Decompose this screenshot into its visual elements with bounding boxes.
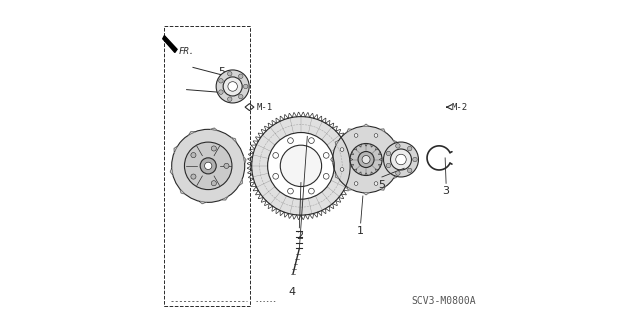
Circle shape — [396, 154, 406, 165]
Polygon shape — [347, 129, 352, 132]
Circle shape — [413, 157, 417, 162]
Polygon shape — [188, 132, 195, 135]
Text: 1: 1 — [357, 226, 364, 236]
Polygon shape — [335, 140, 339, 145]
Circle shape — [388, 148, 392, 152]
Text: 5: 5 — [378, 180, 385, 190]
Polygon shape — [380, 129, 385, 132]
Circle shape — [273, 152, 278, 158]
Circle shape — [374, 134, 378, 137]
Polygon shape — [239, 179, 243, 186]
Circle shape — [239, 74, 243, 78]
Circle shape — [388, 167, 392, 171]
Text: FR.: FR. — [179, 48, 195, 56]
Polygon shape — [347, 187, 352, 190]
Circle shape — [287, 188, 293, 194]
Circle shape — [350, 144, 382, 175]
Circle shape — [191, 174, 196, 179]
Circle shape — [390, 149, 412, 170]
Circle shape — [224, 163, 229, 168]
Circle shape — [355, 134, 358, 137]
Circle shape — [408, 168, 412, 173]
Polygon shape — [221, 197, 228, 200]
Polygon shape — [163, 36, 177, 52]
Polygon shape — [335, 174, 339, 179]
Circle shape — [200, 158, 216, 174]
Circle shape — [191, 152, 196, 158]
Text: 3: 3 — [443, 187, 449, 197]
Circle shape — [396, 171, 400, 175]
Circle shape — [340, 167, 344, 171]
Circle shape — [358, 152, 374, 167]
Text: M-2: M-2 — [452, 103, 468, 112]
Circle shape — [355, 182, 358, 185]
Polygon shape — [170, 168, 173, 175]
Circle shape — [239, 94, 243, 99]
Circle shape — [223, 77, 242, 96]
Circle shape — [374, 182, 378, 185]
Circle shape — [323, 174, 329, 179]
Circle shape — [184, 142, 232, 189]
Polygon shape — [363, 193, 369, 195]
Circle shape — [386, 163, 390, 168]
Polygon shape — [244, 157, 246, 164]
Circle shape — [362, 155, 370, 164]
Text: 2: 2 — [296, 231, 303, 241]
Circle shape — [340, 148, 344, 152]
Circle shape — [287, 138, 293, 144]
Circle shape — [211, 181, 216, 186]
Circle shape — [219, 90, 223, 94]
Polygon shape — [180, 189, 185, 194]
Circle shape — [308, 138, 314, 144]
Circle shape — [228, 97, 232, 101]
Circle shape — [383, 142, 419, 177]
Polygon shape — [174, 146, 177, 152]
Text: SCV3-M0800A: SCV3-M0800A — [411, 296, 476, 306]
Circle shape — [396, 144, 400, 148]
Polygon shape — [199, 201, 206, 204]
Circle shape — [308, 188, 314, 194]
Circle shape — [228, 82, 237, 91]
Circle shape — [205, 162, 212, 169]
Polygon shape — [394, 174, 397, 179]
Circle shape — [386, 151, 390, 156]
Circle shape — [219, 78, 223, 83]
Polygon shape — [211, 128, 218, 130]
Polygon shape — [394, 140, 397, 145]
Polygon shape — [399, 157, 401, 162]
Polygon shape — [331, 157, 333, 162]
Circle shape — [280, 145, 322, 187]
Circle shape — [211, 146, 216, 151]
Circle shape — [323, 152, 329, 158]
Text: M-1: M-1 — [257, 103, 273, 112]
Circle shape — [333, 126, 399, 193]
Text: 4: 4 — [289, 286, 296, 297]
Circle shape — [243, 84, 248, 89]
Polygon shape — [231, 137, 236, 143]
Circle shape — [273, 174, 278, 179]
Circle shape — [172, 129, 244, 202]
Bar — [164, 26, 250, 306]
Circle shape — [216, 70, 249, 103]
Polygon shape — [363, 124, 369, 126]
Polygon shape — [380, 187, 385, 190]
Text: 5: 5 — [219, 67, 226, 77]
Circle shape — [228, 71, 232, 76]
Circle shape — [408, 146, 412, 151]
Polygon shape — [252, 117, 350, 215]
